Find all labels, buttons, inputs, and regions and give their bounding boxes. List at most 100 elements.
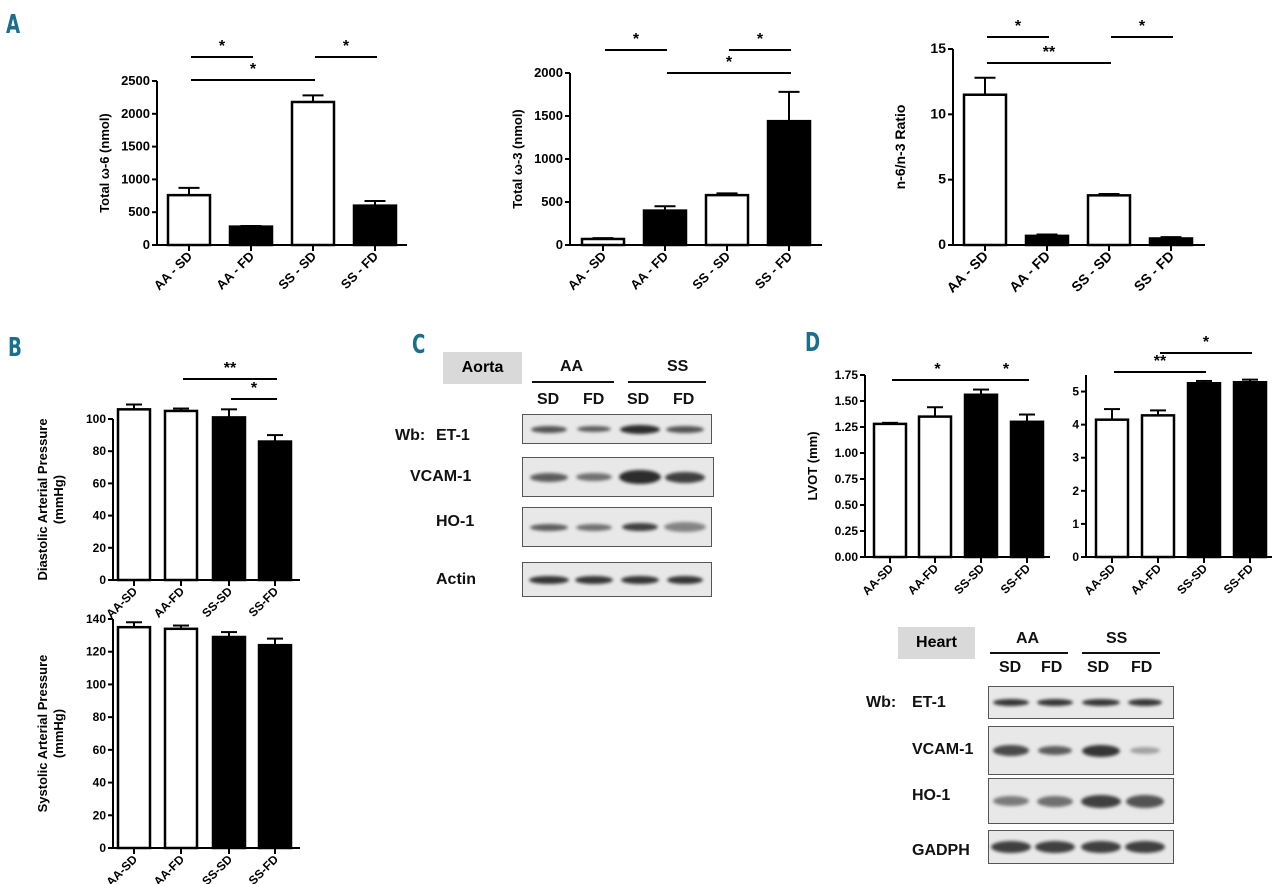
panel-label-c: C [412,330,426,360]
blot-strip-vcam1 [988,726,1174,775]
blot-strip-ho1 [988,778,1174,824]
row-label: VCAM-1 [912,741,974,758]
bar-AA-FD [1024,234,1070,247]
y-tick-label: 20 [93,541,107,555]
bar-AA-SD [580,237,626,247]
bar-SS-FD [352,204,398,247]
y-tick-label: 1.00 [835,446,859,460]
x-tick-label: AA - FD [1006,248,1053,295]
significance-label: * [343,38,350,55]
x-tick-label: AA - SD [943,248,991,296]
x-tick-label: SS-SD [1174,561,1210,597]
blot-band [577,426,611,432]
bar-AA-FD [163,627,199,850]
group-underline [990,652,1068,654]
row-label: Actin [436,571,476,588]
x-tick-label: AA-FD [151,852,188,884]
y-tick-label: 1000 [534,151,563,166]
x-tick-label: SS-FD [246,584,282,620]
y-tick-label: 2500 [121,73,150,88]
y-tick-label: 1.75 [835,368,859,382]
blot-band [1081,841,1121,853]
significance-label: ** [1043,44,1056,61]
x-tick-label: SS-SD [199,584,235,620]
y-tick-label: 1000 [121,171,150,186]
blot-band [622,523,658,531]
y-tick-label: 0.50 [835,498,859,512]
y-axis-label: LVOT (mm) [805,431,820,500]
lane-label: SD [537,391,560,408]
blot-band [619,470,661,484]
significance-label: * [633,31,640,48]
tissue-label-heart: Heart [898,627,975,659]
blot-band [530,472,568,482]
blot-band [1082,744,1120,757]
y-axis-label: Systolic Arterial Pressure(mmHg) [35,655,66,813]
blot-band [530,523,568,531]
x-tick-label: SS - SD [689,249,733,293]
lane-label: FD [673,391,695,408]
blot-band [1130,747,1160,754]
significance-label: * [1015,18,1022,35]
blot-band [1125,841,1165,853]
blot-band [991,841,1031,853]
y-tick-label: 80 [93,710,107,724]
group-label-aa: AA [560,358,584,375]
blot-band [576,473,612,481]
blot-band [1128,699,1162,706]
x-tick-label: SS-SD [951,561,987,597]
x-tick-label: AA - FD [213,249,257,293]
blot-band [529,575,569,584]
y-tick-label: 0.75 [835,472,859,486]
blot-band [993,745,1029,756]
significance-label: * [1203,334,1210,351]
y-tick-label: 15 [930,40,946,56]
bar-SS-SD [1186,382,1222,559]
x-tick-label: AA - SD [151,249,195,293]
bar-AA-SD [166,193,212,247]
bar-AA-FD [163,409,199,582]
y-axis-label-line: (mmHg) [51,709,66,758]
group-underline [532,381,614,383]
bar-AA-FD [917,415,953,559]
lane-label: FD [1041,659,1063,676]
chart-a3: 0 5 10 15 n-6/n-3 Ratio AA - SD AA - FD SS - SD… [892,18,1205,296]
blot-strip-gadph [988,830,1174,864]
panel-label-a: A [6,10,21,40]
bar-SS-SD [211,635,247,850]
y-tick-label: 4 [1072,418,1079,432]
blot-band [620,424,660,434]
y-tick-label: 100 [86,677,106,691]
y-tick-label: 80 [93,444,107,458]
significance-label: * [219,38,226,55]
bar-AA-SD [962,93,1008,247]
y-tick-label: 5 [938,171,946,187]
lane-label: SD [627,391,650,408]
x-tick-label: AA - FD [627,249,671,293]
y-axis-label-line: Diastolic Arterial Pressure [35,418,50,580]
blot-band [576,523,612,531]
lane-label: FD [583,391,605,408]
blot-band [1037,699,1073,706]
y-tick-label: 0 [143,237,150,252]
y-tick-label: 1.25 [835,420,859,434]
bar-SS-FD [1232,381,1268,559]
x-tick-label: AA-SD [103,852,140,884]
x-tick-label: SS-SD [199,852,235,884]
y-tick-label: 60 [93,476,107,490]
group-underline [628,381,706,383]
bar-AA-FD [1140,414,1176,559]
bar-AA-SD [1094,418,1130,559]
blot-strip-et1 [522,414,712,444]
chart-b1: 0 20 40 60 80 100 Diastolic Arterial Pressure(… [35,360,300,621]
x-tick-label: SS - SD [275,249,319,293]
y-tick-label: 60 [93,743,107,757]
row-label: HO-1 [436,513,475,530]
blot-band [665,471,705,483]
y-tick-label: 2000 [121,106,150,121]
y-tick-label: 0 [99,573,106,587]
significance-label: * [250,61,257,78]
wb-label: Wb: [395,427,426,444]
